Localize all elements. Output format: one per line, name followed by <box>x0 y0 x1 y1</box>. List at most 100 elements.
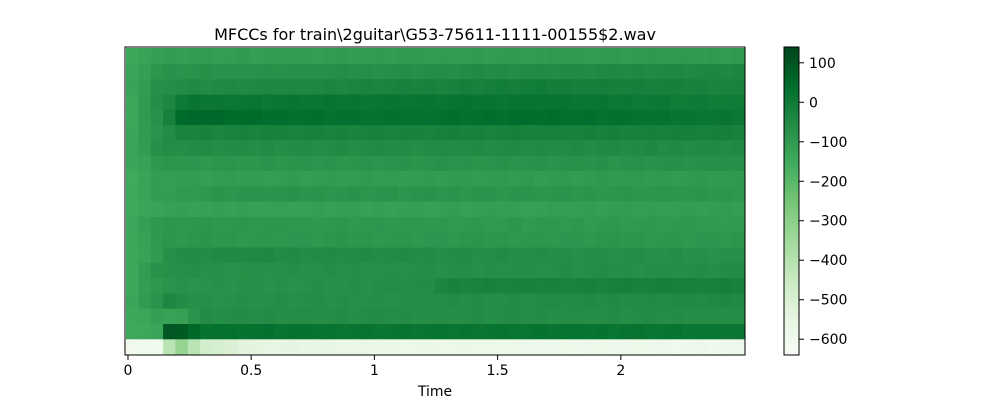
heatmap-cell <box>360 323 374 340</box>
heatmap-cell <box>261 48 275 64</box>
heatmap-cell <box>175 246 189 263</box>
heatmap-cell <box>299 338 312 355</box>
heatmap-cell <box>311 277 325 294</box>
heatmap-cell <box>422 308 436 324</box>
heatmap-cell <box>719 292 733 309</box>
heatmap-cell <box>249 139 263 156</box>
heatmap-cell <box>620 216 634 233</box>
heatmap-cell <box>521 292 535 309</box>
heatmap-cell <box>496 124 510 141</box>
heatmap-cell <box>385 170 399 187</box>
heatmap-cell <box>138 63 152 80</box>
heatmap-cell <box>237 246 251 263</box>
heatmap-cell <box>224 201 238 217</box>
heatmap-cell <box>336 109 350 126</box>
heatmap-cell <box>645 155 659 171</box>
heatmap-cell <box>731 170 745 187</box>
heatmap-cell <box>472 109 486 126</box>
heatmap-cell <box>706 201 720 217</box>
heatmap-cell <box>533 63 547 80</box>
heatmap-cell <box>422 139 436 156</box>
heatmap-cell <box>583 338 597 355</box>
heatmap-cell <box>175 292 189 309</box>
heatmap-cell <box>299 155 312 171</box>
heatmap-cell <box>546 338 560 355</box>
heatmap-cell <box>138 246 152 263</box>
heatmap-cell <box>472 323 486 340</box>
heatmap-cell <box>595 185 609 202</box>
heatmap-cell <box>608 308 621 324</box>
heatmap-cell <box>472 78 486 95</box>
heatmap-cell <box>496 262 510 279</box>
heatmap-cell <box>422 231 436 248</box>
heatmap-cell <box>595 277 609 294</box>
heatmap-cell <box>657 323 671 340</box>
heatmap-cell <box>509 216 523 233</box>
heatmap-cell <box>719 48 733 64</box>
heatmap-cell <box>323 109 337 126</box>
heatmap-cell <box>274 262 288 279</box>
heatmap-cell <box>719 155 733 171</box>
heatmap-cell <box>323 323 337 340</box>
heatmap-cell <box>435 48 448 64</box>
heatmap-cell <box>608 216 621 233</box>
heatmap-cell <box>657 170 671 187</box>
heatmap-cell <box>348 201 362 217</box>
heatmap-cell <box>397 155 411 171</box>
heatmap-cell <box>558 338 572 355</box>
heatmap-cell <box>348 246 362 263</box>
heatmap-cell <box>311 292 325 309</box>
heatmap-cell <box>719 277 733 294</box>
heatmap-cell <box>274 170 288 187</box>
heatmap-cell <box>447 216 461 233</box>
heatmap-cell <box>237 262 251 279</box>
heatmap-cell <box>533 216 547 233</box>
heatmap-cell <box>595 63 609 80</box>
heatmap-cell <box>261 93 275 110</box>
heatmap-cell <box>459 277 473 294</box>
heatmap-cell <box>546 323 560 340</box>
heatmap-cell <box>212 308 226 324</box>
heatmap-cell <box>682 323 696 340</box>
heatmap-cell <box>509 231 523 248</box>
heatmap-cell <box>694 109 708 126</box>
heatmap-cell <box>435 93 448 110</box>
heatmap-cell <box>299 139 312 156</box>
heatmap-cell <box>200 124 214 141</box>
heatmap-cell <box>435 323 448 340</box>
heatmap-cell <box>126 155 139 171</box>
heatmap-cell <box>261 338 275 355</box>
heatmap-cell <box>385 277 399 294</box>
heatmap-cell <box>138 93 152 110</box>
heatmap-cell <box>224 48 238 64</box>
heatmap-cell <box>360 231 374 248</box>
x-tick-label: 0 <box>124 363 133 379</box>
heatmap-cell <box>163 323 177 340</box>
heatmap-cell <box>299 308 312 324</box>
heatmap-cell <box>373 124 387 141</box>
heatmap-cell <box>595 78 609 95</box>
heatmap-cell <box>496 48 510 64</box>
heatmap-cell <box>570 124 584 141</box>
heatmap-cell <box>249 93 263 110</box>
heatmap-cell <box>645 93 659 110</box>
heatmap-cell <box>323 231 337 248</box>
heatmap-cell <box>558 48 572 64</box>
heatmap-cell <box>447 78 461 95</box>
heatmap-cell <box>286 139 300 156</box>
heatmap-cell <box>632 323 646 340</box>
heatmap-cell <box>583 109 597 126</box>
heatmap-cell <box>682 338 696 355</box>
heatmap-cell <box>731 109 745 126</box>
heatmap-cell <box>397 63 411 80</box>
heatmap-cell <box>632 93 646 110</box>
heatmap-cell <box>385 155 399 171</box>
heatmap-cell <box>422 185 436 202</box>
heatmap-cell <box>608 201 621 217</box>
heatmap-cell <box>608 338 621 355</box>
heatmap-cell <box>373 338 387 355</box>
heatmap-cell <box>496 93 510 110</box>
heatmap-cell <box>496 231 510 248</box>
heatmap-cell <box>484 78 498 95</box>
heatmap-cell <box>311 63 325 80</box>
